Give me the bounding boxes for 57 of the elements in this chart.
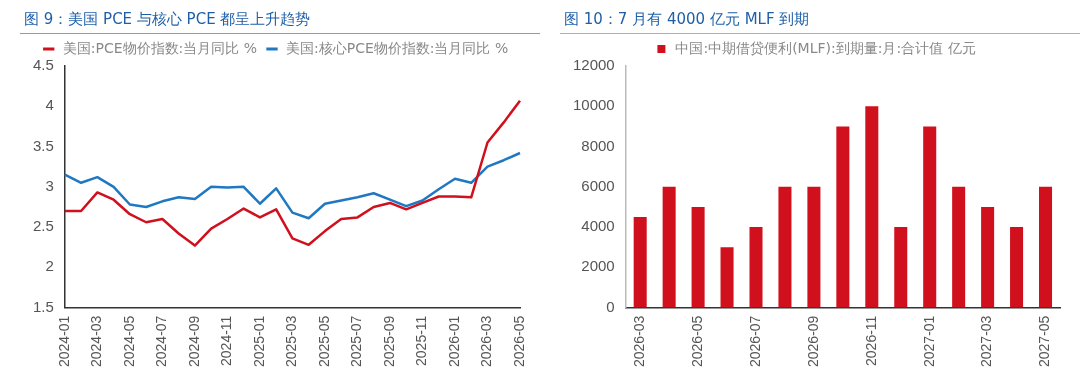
legend-label: 美国:核心PCE物价指数:当月同比 % [286, 39, 509, 56]
legend-label: 美国:PCE物价指数:当月同比 % [62, 39, 257, 56]
bar [836, 126, 850, 308]
x-tick-label: 2026-09 [804, 315, 821, 368]
x-tick-label: 2024-03 [88, 315, 105, 368]
bar [894, 227, 908, 308]
x-tick-label: 2024-11 [218, 315, 235, 366]
chart-title: 图 9：美国 PCE 与核心 PCE 都呈上升趋势 [20, 4, 540, 34]
x-tick-label: 2025-03 [283, 315, 300, 368]
legend-label: 中国:中期借贷便利(MLF):到期量:月:合计值 亿元 [675, 39, 976, 56]
x-tick-label: 2025-09 [380, 315, 397, 368]
x-tick-label: 2026-01 [445, 315, 462, 368]
y-tick-label: 10000 [572, 96, 615, 114]
y-tick-label: 2000 [581, 257, 615, 275]
x-tick-label: 2027-05 [1036, 315, 1053, 368]
y-tick-label: 1.5 [32, 297, 54, 315]
y-tick-label: 3.5 [32, 136, 54, 154]
y-tick-label: 4 [45, 96, 54, 114]
bar [865, 106, 879, 308]
x-tick-label: 2025-01 [250, 315, 267, 368]
bar [923, 126, 937, 308]
bar [778, 186, 792, 308]
y-tick-label: 2 [45, 257, 54, 275]
bar [981, 206, 995, 308]
bar [1010, 227, 1024, 308]
y-tick-label: 3 [45, 176, 54, 194]
x-tick-label: 2025-07 [348, 315, 365, 368]
x-tick-label: 2025-11 [413, 315, 430, 366]
bar [633, 217, 647, 308]
y-tick-label: 6000 [581, 176, 615, 194]
x-tick-label: 2026-05 [510, 315, 527, 368]
x-tick-label: 2024-05 [120, 315, 137, 368]
x-tick-label: 2026-03 [631, 315, 648, 368]
y-tick-label: 4.5 [32, 56, 54, 74]
y-tick-label: 0 [606, 297, 615, 315]
x-tick-label: 2027-03 [978, 315, 995, 368]
x-tick-label: 2026-11 [862, 315, 879, 366]
y-tick-label: 4000 [581, 217, 615, 235]
bar [1039, 186, 1053, 308]
chart-title: 图 10：7 月有 4000 亿元 MLF 到期 [560, 4, 1080, 34]
bar [952, 186, 966, 308]
x-tick-label: 2027-01 [920, 315, 937, 368]
x-tick-label: 2024-01 [55, 315, 72, 368]
x-tick-label: 2026-05 [688, 315, 705, 368]
y-tick-label: 2.5 [32, 217, 54, 235]
x-tick-label: 2024-07 [153, 315, 170, 368]
x-tick-label: 2025-05 [315, 315, 332, 368]
bar [691, 206, 705, 308]
bar [662, 186, 676, 308]
x-tick-label: 2024-09 [185, 315, 202, 368]
y-tick-label: 12000 [572, 56, 615, 74]
bar [749, 227, 763, 308]
x-tick-label: 2026-07 [746, 315, 763, 368]
bar [807, 186, 821, 308]
y-tick-label: 8000 [581, 136, 615, 154]
x-tick-label: 2026-03 [478, 315, 495, 368]
bar [720, 247, 734, 308]
